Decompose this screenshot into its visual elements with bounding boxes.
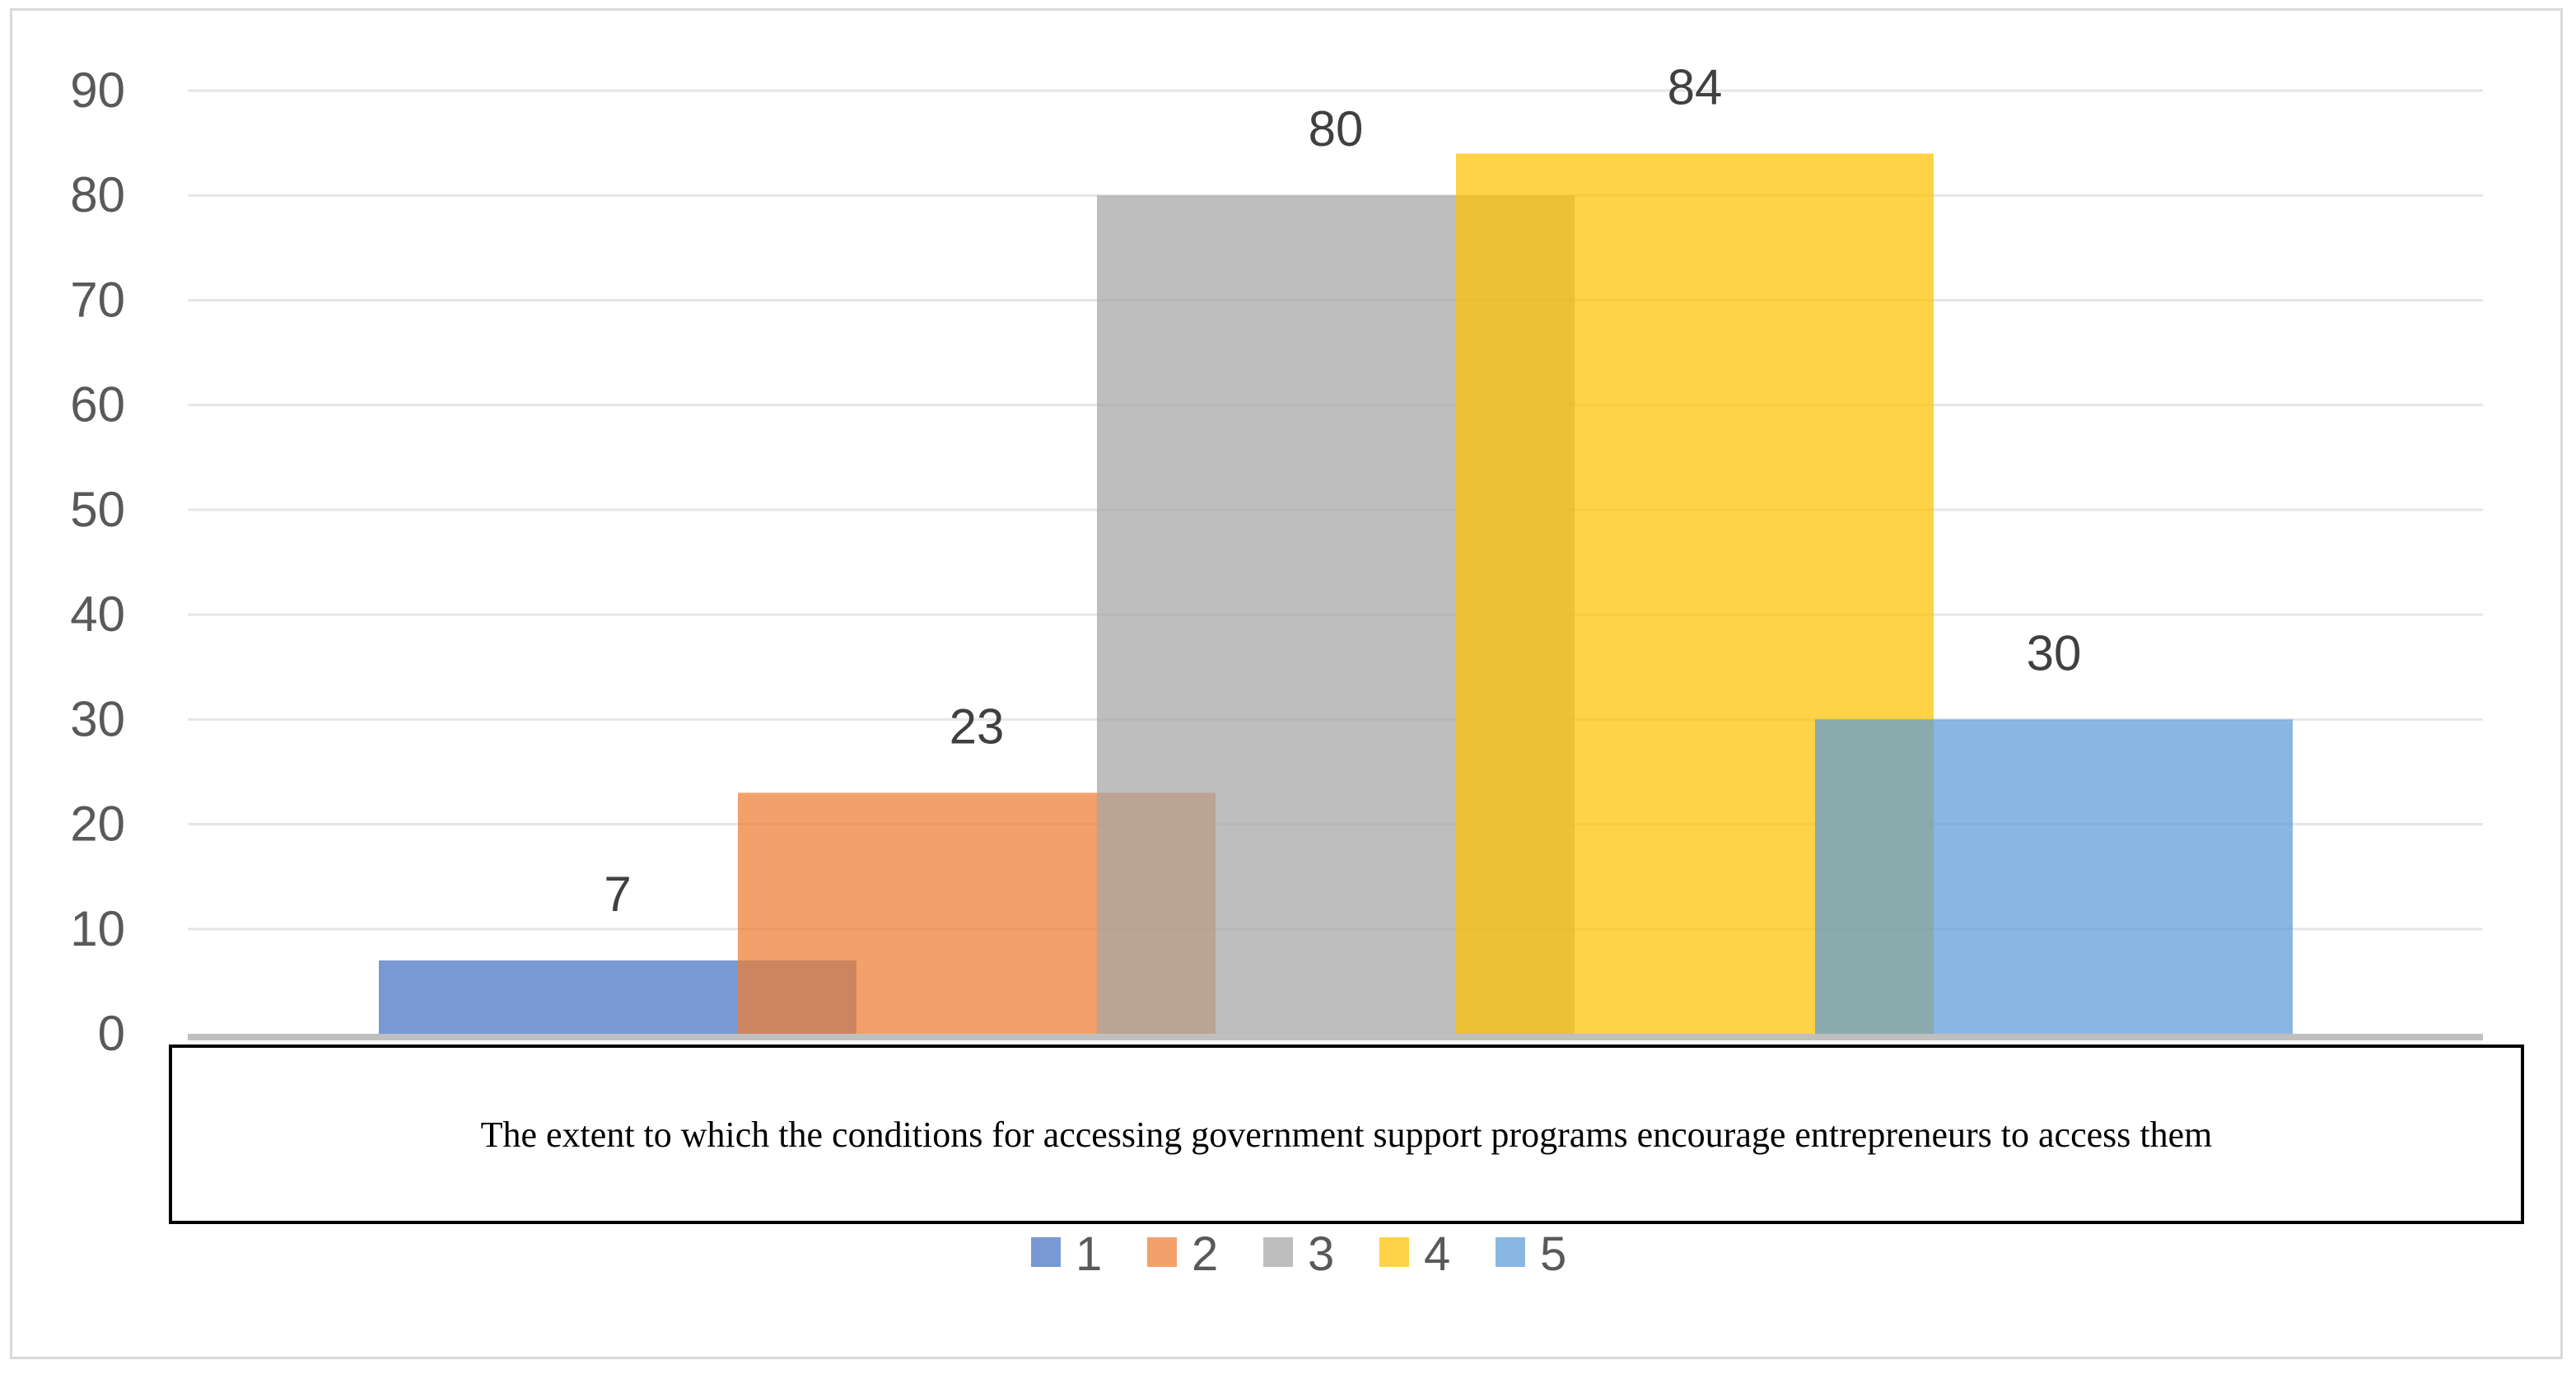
y-tick-label: 30: [70, 691, 125, 746]
y-tick-label: 60: [70, 377, 125, 432]
y-tick-label: 70: [70, 272, 125, 327]
bar-series-5: [1815, 719, 2293, 1034]
legend-swatch-5: [1496, 1237, 1525, 1267]
x-axis-title-box: The extent to which the conditions for a…: [169, 1045, 2524, 1224]
data-label-series-4: 84: [1668, 59, 1723, 114]
legend-label-4: 4: [1424, 1227, 1450, 1281]
legend-swatch-3: [1263, 1237, 1293, 1267]
data-label-series-2: 23: [950, 699, 1005, 754]
y-tick-label: 40: [70, 587, 125, 642]
x-axis-title: The extent to which the conditions for a…: [480, 1114, 2213, 1155]
y-tick-label: 10: [70, 901, 125, 956]
data-label-series-5: 30: [2027, 625, 2082, 680]
legend-label-1: 1: [1076, 1227, 1102, 1281]
legend: 1 2 3 4 5: [1031, 1227, 1566, 1281]
y-tick-label: 0: [98, 1006, 125, 1061]
legend-swatch-2: [1147, 1237, 1177, 1267]
legend-label-3: 3: [1308, 1227, 1334, 1281]
bars: [379, 153, 2293, 1034]
legend-swatch-1: [1031, 1237, 1061, 1267]
data-label-series-3: 80: [1309, 101, 1364, 157]
legend-label-5: 5: [1540, 1227, 1566, 1281]
y-tick-label: 20: [70, 797, 125, 852]
y-axis-ticks: 0 10 20 30 40 50 60 70 80 90: [70, 63, 125, 1061]
legend-label-2: 2: [1192, 1227, 1218, 1281]
data-labels: 7 23 80 84 30: [604, 59, 2081, 922]
y-tick-label: 90: [70, 63, 125, 118]
legend-swatch-4: [1379, 1237, 1409, 1267]
y-tick-label: 80: [70, 167, 125, 222]
data-label-series-1: 7: [604, 867, 631, 922]
y-tick-label: 50: [70, 482, 125, 537]
